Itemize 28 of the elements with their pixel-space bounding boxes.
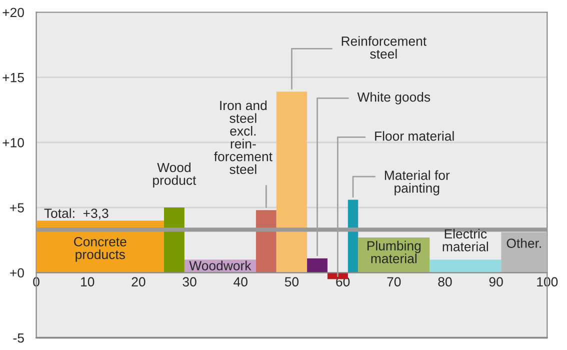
x-tick-label: 70: [387, 277, 401, 287]
annotation: Wood product: [153, 162, 196, 188]
annotation: Material for painting: [384, 170, 450, 196]
y-tick-label: +15: [2, 73, 24, 82]
annotation: Iron and steel excl. rein- forcement steel: [214, 100, 272, 174]
y-tick-label: +10: [2, 138, 24, 148]
annotation: Reinforcement steel: [342, 36, 426, 59]
annotation: White goods: [357, 92, 430, 104]
x-tick-label: 0: [33, 277, 40, 287]
ref-line-label: Total: +3,3: [44, 208, 108, 220]
annotation: Electric material: [442, 228, 488, 252]
annotation: Plumbing material: [367, 240, 421, 264]
annotation: Concrete products: [74, 237, 126, 262]
x-tick-label: 40: [234, 277, 248, 287]
y-tick-label: +20: [2, 8, 24, 18]
annotation: Floor material: [375, 131, 454, 141]
x-tick-label: 50: [284, 277, 299, 287]
x-tick-label: 90: [489, 277, 503, 287]
annotation: Other.: [506, 238, 541, 248]
y-tick-label: +5: [10, 203, 24, 212]
x-tick-label: 20: [132, 277, 146, 287]
x-tick-label: 80: [438, 277, 452, 287]
y-tick-label: -5: [13, 333, 24, 343]
x-tick-label: 100: [537, 277, 558, 287]
x-tick-label: 30: [182, 277, 196, 287]
x-tick-label: 10: [81, 277, 94, 287]
annotation: Woodwork: [189, 260, 252, 270]
y-tick-label: +0: [10, 268, 24, 278]
